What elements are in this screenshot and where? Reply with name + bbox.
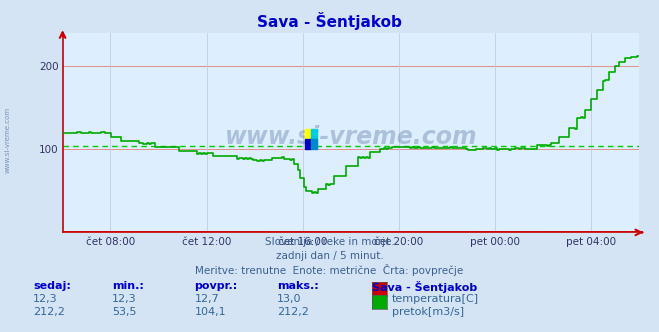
Text: 53,5: 53,5 [112, 307, 136, 317]
Text: 212,2: 212,2 [33, 307, 65, 317]
Bar [311, 129, 318, 139]
Bar [304, 139, 311, 149]
Text: povpr.:: povpr.: [194, 281, 238, 290]
Bar [311, 139, 318, 149]
Text: Meritve: trenutne  Enote: metrične  Črta: povprečje: Meritve: trenutne Enote: metrične Črta: … [195, 264, 464, 276]
Text: Sava - Šentjakob: Sava - Šentjakob [372, 281, 478, 292]
Text: temperatura[C]: temperatura[C] [392, 294, 479, 304]
Text: www.si-vreme.com: www.si-vreme.com [5, 106, 11, 173]
Text: 212,2: 212,2 [277, 307, 308, 317]
Text: www.si-vreme.com: www.si-vreme.com [225, 125, 477, 149]
Text: 12,7: 12,7 [194, 294, 219, 304]
Bar [304, 129, 311, 139]
Text: min.:: min.: [112, 281, 144, 290]
Text: maks.:: maks.: [277, 281, 318, 290]
Text: pretok[m3/s]: pretok[m3/s] [392, 307, 464, 317]
Text: sedaj:: sedaj: [33, 281, 71, 290]
Text: 12,3: 12,3 [112, 294, 136, 304]
Text: 13,0: 13,0 [277, 294, 301, 304]
Text: 104,1: 104,1 [194, 307, 226, 317]
Text: Slovenija / reke in morje.: Slovenija / reke in morje. [264, 237, 395, 247]
Text: zadnji dan / 5 minut.: zadnji dan / 5 minut. [275, 251, 384, 261]
Text: 12,3: 12,3 [33, 294, 57, 304]
Text: Sava - Šentjakob: Sava - Šentjakob [257, 12, 402, 30]
